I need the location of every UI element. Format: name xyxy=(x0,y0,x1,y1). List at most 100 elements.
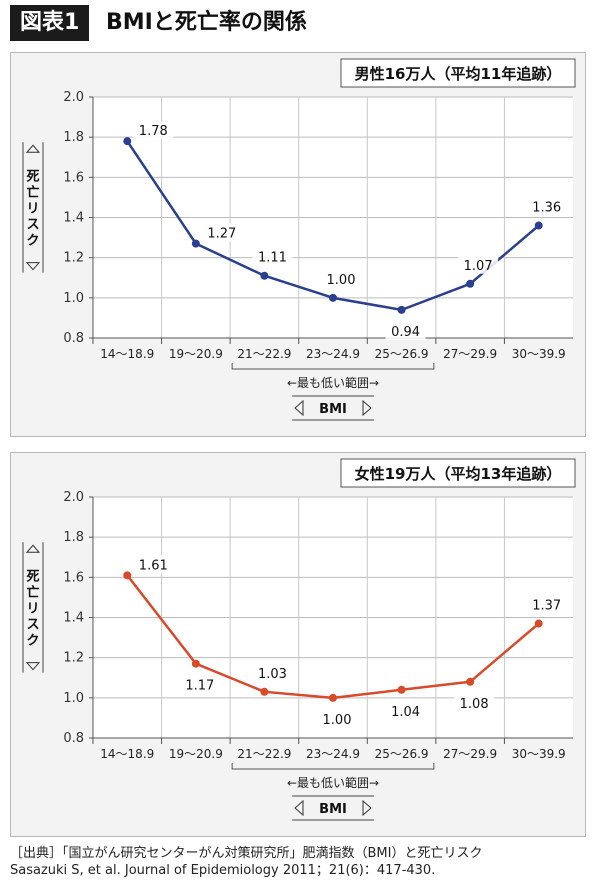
data-label: 1.04 xyxy=(391,705,420,720)
header: 図表1 BMIと死亡率の関係 xyxy=(0,0,600,44)
data-point xyxy=(466,677,475,686)
triangle-right-icon xyxy=(362,799,372,817)
y-tick-label: 0.8 xyxy=(63,331,84,346)
y-tick-label: 1.2 xyxy=(63,651,84,666)
figure-title: BMIと死亡率の関係 xyxy=(106,10,307,35)
chart-title-box xyxy=(340,58,576,88)
data-label-bg xyxy=(317,709,357,728)
x-axis-title: BMI xyxy=(319,402,347,417)
data-point xyxy=(397,305,406,314)
data-label-bg xyxy=(454,693,495,712)
triangle-left-icon xyxy=(294,799,304,817)
data-point xyxy=(329,293,337,302)
data-point xyxy=(466,279,475,288)
data-label-bg xyxy=(252,247,293,266)
data-label-bg xyxy=(526,197,567,216)
data-point xyxy=(534,221,543,230)
data-label: 1.11 xyxy=(258,251,287,266)
data-label: 1.00 xyxy=(323,713,352,728)
data-label-bg xyxy=(201,223,242,242)
data-label-bg xyxy=(321,269,361,288)
data-point xyxy=(397,685,406,694)
y-tick-label: 1.6 xyxy=(63,570,84,585)
lowest-range-bracket xyxy=(231,763,435,770)
x-tick-label: 19～20.9 xyxy=(169,747,223,761)
data-label: 1.17 xyxy=(185,679,214,694)
x-tick-label: 14～18.9 xyxy=(100,347,154,361)
triangle-down-icon xyxy=(25,662,41,671)
source-note: ［出典］「国立がん研究センターがん対策研究所」肥満指数（BMI）と死亡リスク S… xyxy=(10,845,595,879)
y-tick-label: 1.0 xyxy=(63,691,84,706)
x-tick-label: 21～22.9 xyxy=(237,747,291,761)
data-label: 1.03 xyxy=(258,667,287,682)
data-label-bg xyxy=(252,663,293,682)
chart-title: 男性16万人（平均11年追跡） xyxy=(355,65,562,83)
y-tick-label: 1.2 xyxy=(63,251,84,266)
data-point xyxy=(123,571,132,580)
data-point xyxy=(260,687,269,696)
x-tick-label: 21～22.9 xyxy=(237,347,291,361)
lowest-range-note: ←最も低い範囲→ xyxy=(287,375,379,390)
chart-title-box xyxy=(340,458,576,488)
y-tick-label: 0.8 xyxy=(63,731,84,746)
chart-title: 女性19万人（平均13年追跡） xyxy=(355,465,562,483)
y-tick-label: 1.8 xyxy=(63,130,84,145)
y-tick-label: 1.4 xyxy=(63,211,84,226)
chart-male: 男性16万人（平均11年追跡） 0.8 1.0 1.2 1.4 1.6 1.8 2.0 14～1… xyxy=(22,58,576,421)
data-label-bg xyxy=(385,701,426,720)
triangle-up-icon xyxy=(25,544,41,553)
x-tick-label: 25～26.9 xyxy=(375,747,429,761)
chart-panel-male: 男性16万人（平均11年追跡） 0.8 1.0 1.2 1.4 1.6 1.8 2.0 14～1… xyxy=(10,52,586,437)
source-line-2: Sasazuki S, et al. Journal of Epidemiolo… xyxy=(10,863,436,878)
y-tick-label: 1.4 xyxy=(63,611,84,626)
data-label-bg xyxy=(458,255,499,274)
source-line-1: ［出典］「国立がん研究センターがん対策研究所」肥満指数（BMI）と死亡リスク xyxy=(10,846,483,861)
x-tick-label: 19～20.9 xyxy=(169,347,223,361)
triangle-left-icon xyxy=(294,399,304,417)
data-label: 1.07 xyxy=(464,259,493,274)
x-tick-label: 27～29.9 xyxy=(443,747,497,761)
data-point xyxy=(123,137,132,146)
data-label-bg xyxy=(133,121,174,140)
x-tick-label: 14～18.9 xyxy=(100,747,154,761)
data-label: 1.36 xyxy=(532,201,561,216)
data-point xyxy=(191,659,200,668)
data-label-bg xyxy=(133,555,174,574)
data-label: 1.37 xyxy=(532,599,561,614)
y-tick-label: 1.0 xyxy=(63,291,84,306)
y-tick-label: 2.0 xyxy=(63,90,84,105)
x-tick-label: 30～39.9 xyxy=(512,747,566,761)
triangle-down-icon xyxy=(25,262,41,271)
chart-female: 女性19万人（平均13年追跡） 0.8 1.0 1.2 1.4 1.6 1.8 2.0 14～1… xyxy=(22,458,576,821)
data-label: 0.94 xyxy=(391,325,420,340)
y-tick-label: 2.0 xyxy=(63,490,84,505)
data-label-bg xyxy=(385,321,426,340)
triangle-up-icon xyxy=(25,144,41,153)
y-axis-title: 死亡リスク xyxy=(26,169,39,248)
y-axis-title: 死亡リスク xyxy=(26,569,39,648)
data-label: 1.27 xyxy=(207,227,236,242)
data-label: 1.78 xyxy=(139,124,168,139)
x-tick-label: 23～24.9 xyxy=(306,747,360,761)
data-point xyxy=(534,619,543,628)
data-label: 1.08 xyxy=(460,697,489,712)
x-tick-label: 23～24.9 xyxy=(306,347,360,361)
x-tick-label: 30～39.9 xyxy=(512,347,566,361)
figure-badge: 図表1 xyxy=(10,5,90,41)
data-point xyxy=(191,239,200,248)
chart-panel-female: 女性19万人（平均13年追跡） 0.8 1.0 1.2 1.4 1.6 1.8 2.0 14～1… xyxy=(10,452,586,837)
data-label: 1.00 xyxy=(327,273,356,288)
data-point xyxy=(329,693,337,702)
x-axis-title: BMI xyxy=(319,802,347,817)
lowest-range-note: ←最も低い範囲→ xyxy=(287,775,379,790)
lowest-range-bracket xyxy=(231,363,435,370)
x-tick-label: 25～26.9 xyxy=(375,347,429,361)
data-label-bg xyxy=(526,595,567,614)
y-tick-label: 1.6 xyxy=(63,170,84,185)
data-label: 1.61 xyxy=(139,558,168,573)
data-point xyxy=(260,271,269,280)
triangle-right-icon xyxy=(362,399,372,417)
x-tick-label: 27～29.9 xyxy=(443,347,497,361)
data-label-bg xyxy=(179,675,220,694)
y-tick-label: 1.8 xyxy=(63,530,84,545)
